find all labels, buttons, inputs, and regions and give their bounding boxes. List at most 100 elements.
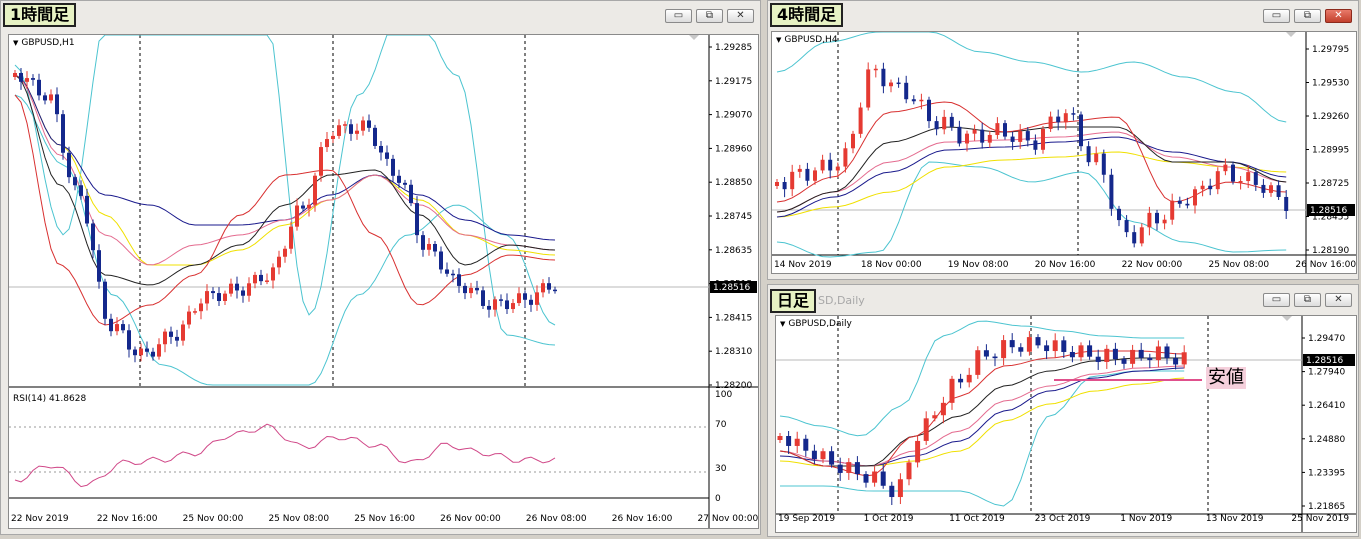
candle-body	[307, 204, 311, 209]
time-tick-label: 22 Nov 16:00	[97, 514, 158, 524]
restore-button[interactable]: ⧉	[1294, 9, 1321, 23]
candle-body	[409, 184, 413, 204]
candle-body	[1215, 171, 1220, 190]
candle-body	[67, 152, 71, 178]
candle-body	[851, 133, 855, 149]
price-tick-label: 1.29470	[1308, 334, 1345, 344]
candle-body	[775, 182, 779, 186]
candle-body	[1164, 346, 1170, 359]
symbol-label: ▼ GBPUSD,Daily	[780, 319, 852, 329]
candle-body	[1003, 123, 1007, 137]
candle-body	[151, 351, 155, 357]
dropdown-icon[interactable]: ▼	[13, 39, 19, 47]
chart-h1-canvas[interactable]: 1.29285 1.29175 1.29070 1.28960 1.28850 1.287…	[9, 35, 758, 528]
candle-body	[1177, 200, 1182, 204]
restore-button[interactable]: ⧉	[696, 9, 723, 23]
restore-button[interactable]: ⧉	[1294, 293, 1321, 307]
bollinger-lower	[776, 161, 1287, 258]
candle-body	[786, 436, 792, 446]
window-daily[interactable]: 日足 SD,Daily ▭ ⧉ ✕ 1.29470 1.27940 1.26410 1…	[767, 284, 1359, 537]
candle-body	[965, 133, 969, 144]
time-tick-label: 1 Nov 2019	[1120, 514, 1172, 524]
candle-body	[289, 226, 293, 249]
price-tick-label: 1.28200	[715, 381, 752, 391]
time-tick-label: 20 Nov 16:00	[1035, 260, 1096, 270]
symbol-label: ▼ GBPUSD,H1	[13, 38, 75, 48]
candle-body	[805, 168, 810, 181]
candle-body	[1208, 185, 1213, 190]
time-tick-label: 26 Nov 00:00	[440, 514, 501, 524]
moving-average-200	[779, 377, 1185, 467]
window-h4[interactable]: 4時間足 ▭ ⧉ ✕ 1.29795 1.29530 1.29260 1.28995 1…	[767, 0, 1359, 280]
candle-body	[1094, 153, 1099, 163]
chart-daily[interactable]: 1.29470 1.27940 1.26410 1.24880 1.23395 1.218…	[775, 315, 1357, 533]
price-tick-label: 1.21865	[1308, 502, 1345, 512]
window-h1[interactable]: 1時間足 ▭ ⧉ ✕ 1.29285 1.29175 1.29070 1.28960 1…	[0, 0, 761, 535]
price-tick-label: 1.28725	[1312, 179, 1349, 189]
candle-body	[55, 94, 59, 115]
shift-marker-icon	[689, 35, 699, 40]
candle-body	[923, 418, 929, 441]
chart-h4[interactable]: 1.29795 1.29530 1.29260 1.28995 1.28725 1.284…	[771, 31, 1357, 274]
candle-body	[1185, 203, 1190, 206]
minimize-button[interactable]: ▭	[1263, 293, 1290, 307]
time-tick-label: 26 Nov 08:00	[526, 514, 587, 524]
candle-body	[187, 311, 191, 325]
candle-body	[241, 290, 245, 296]
candle-body	[880, 471, 886, 486]
close-button[interactable]: ✕	[1325, 9, 1352, 23]
time-tick-label: 26 Nov 16:00	[612, 514, 673, 524]
candle-body	[397, 175, 401, 183]
price-tick-label: 1.29795	[1312, 45, 1349, 55]
candle-body	[1200, 185, 1205, 190]
moving-average-25	[779, 357, 1185, 467]
support-line-marker	[1054, 379, 1202, 381]
candle-body	[940, 402, 946, 416]
window-title-bar[interactable]: 4時間足 ▭ ⧉ ✕	[768, 1, 1358, 29]
dropdown-icon[interactable]: ▼	[776, 36, 782, 44]
candle-body	[445, 269, 449, 274]
candle-body	[373, 127, 377, 146]
candle-body	[889, 82, 893, 87]
shift-marker-icon	[1286, 32, 1296, 37]
candle-body	[790, 171, 795, 190]
candle-body	[325, 139, 329, 148]
current-price-label: 1.28516	[713, 283, 750, 293]
chart-daily-canvas[interactable]: 1.29470 1.27940 1.26410 1.24880 1.23395 1.218…	[776, 316, 1356, 532]
candle-body	[19, 73, 23, 82]
price-tick-label: 1.29530	[1312, 79, 1349, 89]
window-label-daily: 日足	[770, 289, 817, 313]
candle-body	[379, 145, 383, 153]
candle-body	[828, 159, 833, 171]
candle-body	[1253, 172, 1258, 185]
candle-body	[1138, 349, 1144, 358]
price-tick-label: 1.29175	[715, 77, 752, 87]
candle-body	[896, 82, 901, 85]
current-price-box	[710, 281, 757, 293]
time-tick-label: 19 Nov 08:00	[948, 260, 1009, 270]
candle-body	[1132, 232, 1137, 244]
minimize-button[interactable]: ▭	[1263, 9, 1290, 23]
rsi-tick-label: 0	[715, 494, 721, 504]
chart-h4-canvas[interactable]: 1.29795 1.29530 1.29260 1.28995 1.28725 1.284…	[772, 32, 1356, 273]
candle-body	[283, 248, 287, 257]
candle-body	[983, 350, 989, 357]
chart-h1[interactable]: 1.29285 1.29175 1.29070 1.28960 1.28850 1.287…	[8, 34, 759, 529]
candle-body	[97, 250, 101, 282]
candle-body	[169, 331, 173, 337]
candle-body	[777, 436, 783, 440]
minimize-button[interactable]: ▭	[665, 9, 692, 23]
candle-body	[820, 451, 826, 460]
close-button[interactable]: ✕	[1325, 293, 1352, 307]
candle-body	[932, 415, 938, 419]
window-title-bar[interactable]: 日足 SD,Daily ▭ ⧉ ✕	[768, 285, 1358, 313]
price-tick-label: 1.28745	[715, 212, 752, 222]
price-tick-label: 1.28995	[1312, 146, 1349, 156]
price-tick-label: 1.29070	[715, 111, 752, 121]
dropdown-icon[interactable]: ▼	[780, 320, 786, 328]
candle-body	[904, 82, 909, 100]
candle-body	[1079, 114, 1083, 147]
window-title-bar[interactable]: 1時間足 ▭ ⧉ ✕	[1, 1, 760, 29]
close-button[interactable]: ✕	[727, 9, 754, 23]
candle-body	[1071, 113, 1076, 115]
